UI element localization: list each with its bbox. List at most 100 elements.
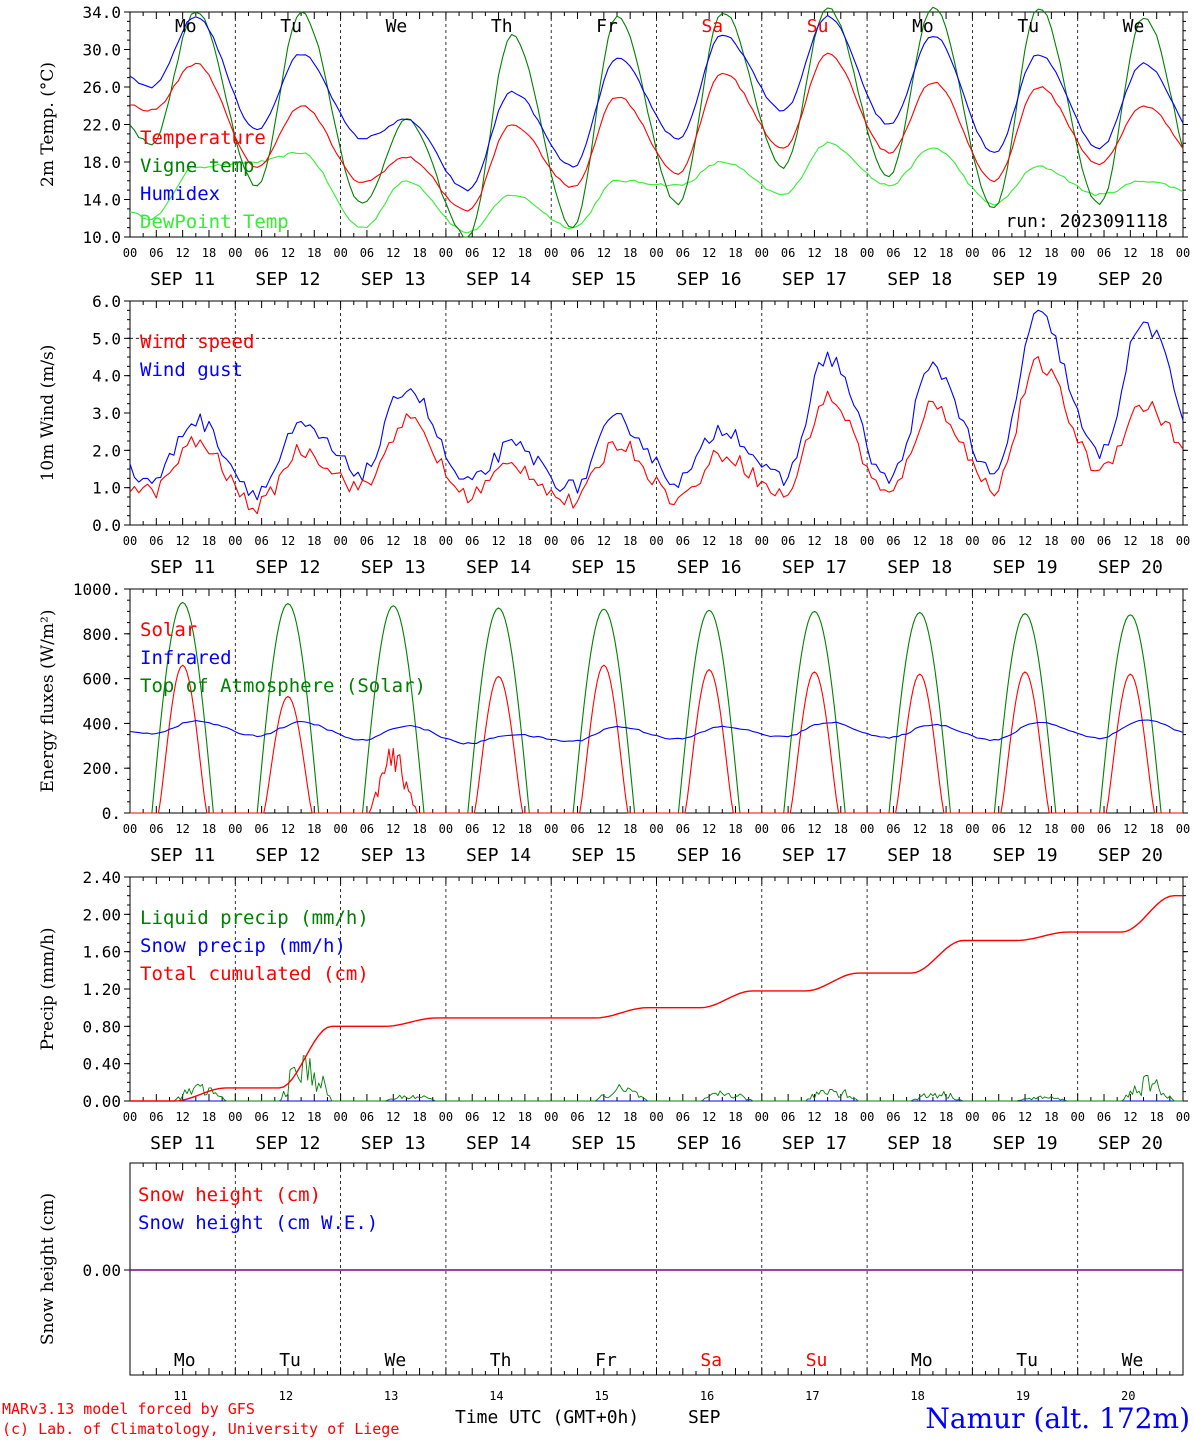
day-label: SEP 13 xyxy=(361,1133,426,1154)
x-tick-label: 12 xyxy=(491,246,505,260)
x-tick-label: 00 xyxy=(333,822,347,836)
day-label: SEP 15 xyxy=(571,845,636,866)
x-tick-label: 06 xyxy=(781,534,795,548)
day-number-label: 11 xyxy=(173,1389,187,1403)
y-tick-label: 5.0 xyxy=(92,329,121,348)
x-tick-label: 18 xyxy=(1044,1110,1058,1124)
legend-entry: Total cumulated (cm) xyxy=(140,963,369,985)
y-tick-label: 0.40 xyxy=(82,1055,121,1074)
x-tick-label: 00 xyxy=(1176,534,1190,548)
x-tick-label: 00 xyxy=(439,246,453,260)
x-tick-label: 18 xyxy=(518,246,532,260)
x-tick-label: 06 xyxy=(360,534,374,548)
x-tick-label: 06 xyxy=(676,534,690,548)
weekday-label: Sa xyxy=(701,16,723,37)
x-tick-label: 12 xyxy=(807,534,821,548)
x-tick-label: 00 xyxy=(544,246,558,260)
series-infrared xyxy=(129,719,1184,745)
x-tick-label: 18 xyxy=(202,246,216,260)
x-tick-label: 00 xyxy=(965,822,979,836)
month-label: SEP xyxy=(688,1407,721,1428)
x-tick-label: 00 xyxy=(1070,246,1084,260)
day-label: SEP 18 xyxy=(887,557,952,578)
y-tick-label: 1.60 xyxy=(82,943,121,962)
x-tick-label: 06 xyxy=(676,822,690,836)
weekday-label: Th xyxy=(490,1350,512,1371)
weekday-label: Tu xyxy=(1016,1350,1038,1371)
x-tick-label: 00 xyxy=(965,534,979,548)
series-wind-speed xyxy=(129,356,1184,515)
weekday-label: We xyxy=(1123,16,1145,37)
x-tick-label: 00 xyxy=(1176,246,1190,260)
y-tick-label: 200. xyxy=(82,759,121,778)
x-tick-label: 06 xyxy=(149,246,163,260)
day-label: SEP 14 xyxy=(466,557,531,578)
x-tick-label: 06 xyxy=(149,822,163,836)
panel-frame xyxy=(129,300,1184,526)
x-tick-label: 00 xyxy=(439,822,453,836)
x-tick-label: 00 xyxy=(228,1110,242,1124)
day-label: SEP 15 xyxy=(571,269,636,290)
x-tick-label: 12 xyxy=(1123,534,1137,548)
x-tick-label: 12 xyxy=(1123,246,1137,260)
y-tick-label: 34.0 xyxy=(82,3,121,22)
series-wind-gust xyxy=(129,309,1184,501)
x-tick-label: 18 xyxy=(939,822,953,836)
series-solar xyxy=(130,664,1183,814)
day-number-label: 13 xyxy=(384,1389,398,1403)
legend-entry: Snow height (cm) xyxy=(138,1184,321,1206)
y-tick-label: 6.0 xyxy=(92,292,121,311)
x-tick-label: 12 xyxy=(597,1110,611,1124)
y-tick-label: 0.80 xyxy=(82,1017,121,1036)
weekday-label: Mo xyxy=(175,16,197,37)
x-tick-label: 18 xyxy=(202,1110,216,1124)
day-number-label: 12 xyxy=(279,1389,293,1403)
x-tick-label: 00 xyxy=(755,822,769,836)
day-label: SEP 17 xyxy=(782,269,847,290)
legend-entry: DewPoint Temp xyxy=(140,211,289,233)
day-label: SEP 16 xyxy=(677,1133,742,1154)
x-tick-label: 06 xyxy=(254,822,268,836)
x-tick-label: 06 xyxy=(781,246,795,260)
x-tick-label: 00 xyxy=(439,534,453,548)
x-tick-label: 12 xyxy=(386,534,400,548)
day-label: SEP 16 xyxy=(677,269,742,290)
x-tick-label: 06 xyxy=(886,534,900,548)
x-tick-label: 18 xyxy=(834,246,848,260)
day-label: SEP 17 xyxy=(782,557,847,578)
day-label: SEP 11 xyxy=(150,1133,215,1154)
y-tick-label: 2.00 xyxy=(82,905,121,924)
day-label: SEP 11 xyxy=(150,269,215,290)
x-tick-label: 18 xyxy=(518,1110,532,1124)
x-tick-label: 00 xyxy=(123,822,137,836)
x-tick-label: 00 xyxy=(228,822,242,836)
y-tick-label: 600. xyxy=(82,670,121,689)
x-tick-label: 00 xyxy=(755,534,769,548)
y-tick-label: 26.0 xyxy=(82,78,121,97)
series-humidex xyxy=(129,14,1184,192)
weekday-label: Su xyxy=(807,16,829,37)
day-number-label: 16 xyxy=(700,1389,714,1403)
legend-entry: Wind gust xyxy=(140,359,243,381)
x-tick-label: 00 xyxy=(755,246,769,260)
day-label: SEP 20 xyxy=(1098,557,1163,578)
x-tick-label: 12 xyxy=(386,246,400,260)
day-label: SEP 19 xyxy=(993,845,1058,866)
day-number-label: 14 xyxy=(489,1389,503,1403)
legend-entry: Infrared xyxy=(140,647,232,669)
x-tick-label: 06 xyxy=(991,822,1005,836)
y-tick-label: 10.0 xyxy=(82,228,121,247)
x-tick-label: 18 xyxy=(518,822,532,836)
legend-entry: Snow precip (mm/h) xyxy=(140,935,346,957)
x-tick-label: 06 xyxy=(254,246,268,260)
x-tick-label: 12 xyxy=(807,822,821,836)
x-tick-label: 00 xyxy=(123,246,137,260)
x-tick-label: 06 xyxy=(781,1110,795,1124)
x-tick-label: 06 xyxy=(570,534,584,548)
x-tick-label: 12 xyxy=(281,822,295,836)
x-tick-label: 18 xyxy=(202,822,216,836)
panel-4: 0.00 0.40 0.80 1.20 1.60 2.00 2.40 Precip (mm/h… xyxy=(38,868,1190,1154)
legend-entry: Wind speed xyxy=(140,331,254,353)
x-tick-label: 12 xyxy=(913,246,927,260)
x-tick-label: 12 xyxy=(1123,1110,1137,1124)
